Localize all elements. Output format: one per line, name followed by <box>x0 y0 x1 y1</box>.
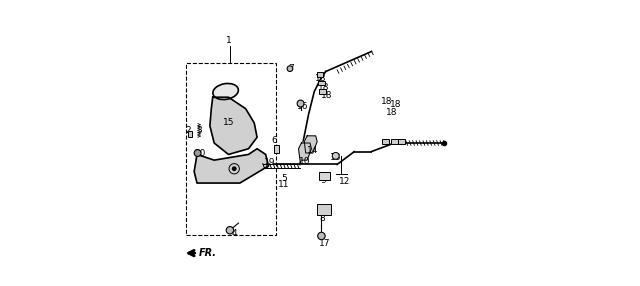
Text: 9: 9 <box>321 176 326 185</box>
Polygon shape <box>210 97 257 154</box>
Circle shape <box>287 66 293 72</box>
Text: 18: 18 <box>321 91 333 100</box>
Text: 1: 1 <box>226 35 232 45</box>
Circle shape <box>332 152 339 159</box>
Circle shape <box>232 167 236 170</box>
Text: 3: 3 <box>196 126 202 135</box>
Circle shape <box>226 227 234 234</box>
Bar <box>317 72 323 77</box>
Text: 17: 17 <box>319 239 331 248</box>
Text: 2: 2 <box>186 126 191 135</box>
Circle shape <box>297 100 304 107</box>
Text: 14: 14 <box>307 146 318 155</box>
Text: 11: 11 <box>278 180 289 189</box>
Circle shape <box>194 150 201 156</box>
Text: 5: 5 <box>282 174 287 183</box>
Text: 4: 4 <box>232 229 237 238</box>
Text: 20: 20 <box>195 149 206 158</box>
Bar <box>319 89 326 94</box>
Text: 13: 13 <box>330 153 341 162</box>
Text: 8: 8 <box>319 214 325 223</box>
Polygon shape <box>194 149 269 183</box>
Bar <box>391 139 398 144</box>
Text: 12: 12 <box>339 177 351 186</box>
Text: 18: 18 <box>390 100 401 109</box>
Polygon shape <box>304 136 317 153</box>
Bar <box>319 172 330 180</box>
Bar <box>398 139 405 144</box>
Bar <box>318 81 325 85</box>
Text: 16: 16 <box>296 102 308 111</box>
Text: 15: 15 <box>223 118 235 128</box>
Text: 18: 18 <box>315 74 326 83</box>
Text: FR.: FR. <box>198 248 216 258</box>
Text: 18: 18 <box>318 83 330 92</box>
Polygon shape <box>298 143 312 160</box>
Bar <box>275 145 279 153</box>
Bar <box>317 204 331 214</box>
Text: 18: 18 <box>381 97 392 106</box>
Text: 19: 19 <box>264 158 275 167</box>
Circle shape <box>317 232 325 240</box>
Text: 10: 10 <box>298 157 310 166</box>
Ellipse shape <box>213 84 238 100</box>
Bar <box>186 63 276 235</box>
Bar <box>382 139 389 144</box>
Text: 7: 7 <box>288 64 294 73</box>
Text: 6: 6 <box>271 136 277 145</box>
Text: 18: 18 <box>386 108 397 117</box>
Bar <box>188 131 193 137</box>
